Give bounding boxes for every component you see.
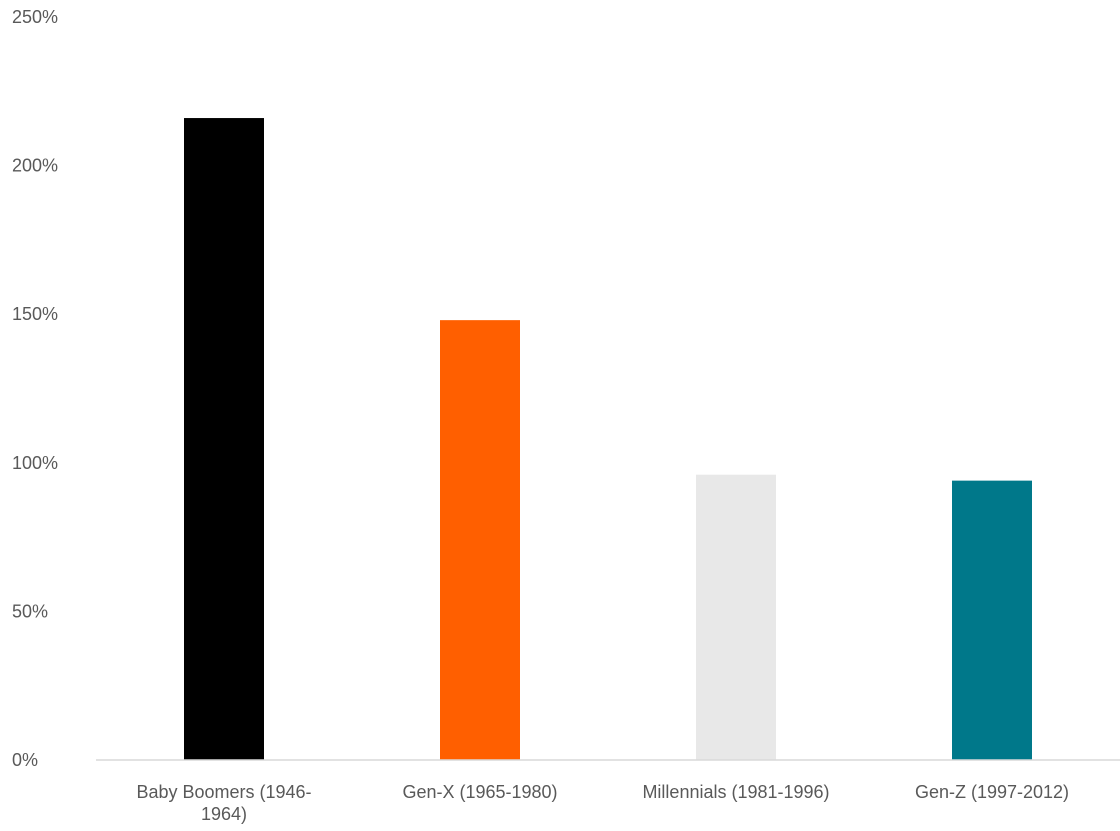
y-tick-label: 150%: [12, 304, 58, 324]
x-category-label: Millennials (1981-1996): [642, 782, 829, 802]
y-axis: 0% 50% 100% 150% 200% 250%: [12, 7, 58, 770]
x-category-label: Baby Boomers (1946-1964): [136, 782, 311, 824]
x-category-label-line: Baby Boomers (1946-: [136, 782, 311, 802]
x-category-label: Gen-Z (1997-2012): [915, 782, 1069, 802]
x-category-label: Gen-X (1965-1980): [402, 782, 557, 802]
x-category-label-line: Gen-Z (1997-2012): [915, 782, 1069, 802]
x-axis: Baby Boomers (1946-1964) Gen-X (1965-1980…: [136, 782, 1069, 824]
x-category-label-line: 1964): [201, 804, 247, 824]
bar: [952, 480, 1032, 760]
y-tick-label: 200%: [12, 156, 58, 176]
bar: [696, 474, 776, 760]
y-tick-label: 250%: [12, 7, 58, 27]
x-category-label-line: Gen-X (1965-1980): [402, 782, 557, 802]
bar: [184, 118, 264, 761]
y-tick-label: 50%: [12, 601, 48, 621]
bar: [440, 320, 520, 760]
y-tick-label: 0%: [12, 750, 38, 770]
x-category-label-line: Millennials (1981-1996): [642, 782, 829, 802]
y-tick-label: 100%: [12, 453, 58, 473]
bars: [184, 118, 1032, 761]
